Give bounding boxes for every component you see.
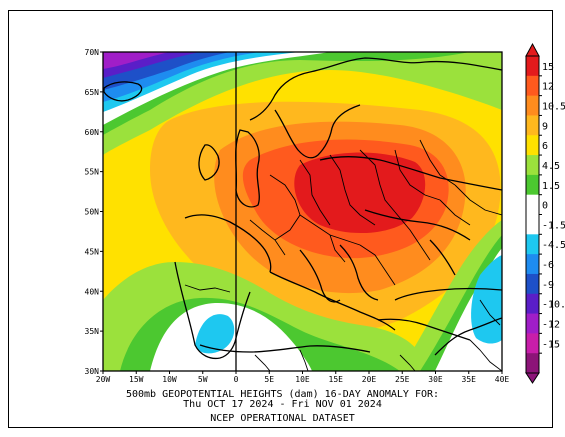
- colorbar-swatch: [526, 75, 539, 97]
- x-tick-label: 5W: [198, 375, 208, 384]
- y-tick-label: 40N: [85, 287, 100, 296]
- y-tick-label: 70N: [85, 48, 100, 57]
- colorbar-swatch: [526, 174, 539, 196]
- colorbar-label: -1.5: [542, 220, 565, 231]
- colorbar-label: 1.5: [542, 181, 560, 192]
- x-tick-label: 30E: [428, 375, 443, 384]
- x-tick-label: 15W: [129, 375, 144, 384]
- colorbar-label: 12: [542, 82, 554, 93]
- colorbar-label: -4.5: [542, 240, 565, 251]
- coastlines: [103, 57, 502, 360]
- colorbar-swatch: [526, 56, 539, 77]
- x-tick-label: 0: [234, 375, 239, 384]
- colorbar-swatch: [526, 115, 539, 136]
- y-axis-ticks: 70N 65N 60N 55N 50N 45N 40N 35N 30N: [85, 48, 103, 376]
- x-tick-label: 25E: [395, 375, 410, 384]
- colorbar-swatch: [526, 194, 539, 215]
- colorbar-swatch: [526, 95, 539, 116]
- colorbar-swatch: [526, 293, 539, 315]
- colorbar-swatch: [526, 155, 539, 176]
- x-tick-label: 35E: [462, 375, 477, 384]
- x-tick-label: 20E: [362, 375, 377, 384]
- y-tick-label: 50N: [85, 208, 100, 217]
- field-pos7: [294, 152, 426, 234]
- colorbar-label: 4.5: [542, 161, 560, 172]
- y-tick-label: 35N: [85, 327, 100, 336]
- y-tick-label: 55N: [85, 168, 100, 177]
- colorbar-label: -10.: [542, 300, 565, 311]
- figure-frame: [8, 10, 553, 428]
- colorbar-swatch: [526, 333, 539, 354]
- colorbar-swatch: [526, 353, 539, 374]
- colorbar-swatch: [526, 214, 539, 235]
- colorbar-label: 6: [542, 141, 548, 152]
- borders: [184, 139, 502, 371]
- colorbar-swatch: [526, 273, 539, 295]
- colorbar-label: 15: [542, 62, 554, 73]
- colorbar-swatch: [526, 254, 539, 275]
- colorbar-swatch: [526, 313, 539, 334]
- contour-fields: [103, 52, 502, 371]
- colorbar-label: -6: [542, 260, 554, 271]
- x-tick-label: 40E: [495, 375, 510, 384]
- x-tick-label: 10W: [162, 375, 177, 384]
- colorbar-label: 0: [542, 201, 548, 212]
- x-tick-label: 15E: [329, 375, 344, 384]
- caption-line-1: 500mb GEOPOTENTIAL HEIGHTS (dam) 16-DAY …: [125, 389, 440, 400]
- colorbar-top-arrow: [525, 42, 540, 57]
- colorbar-label: -9: [542, 280, 554, 291]
- colorbar-label: 9: [542, 121, 548, 132]
- y-tick-label: 45N: [85, 247, 100, 256]
- colorbar-label: 10.5: [542, 102, 565, 113]
- colorbar-swatch: [526, 135, 539, 156]
- caption-line-3: NCEP OPERATIONAL DATASET: [210, 413, 355, 424]
- x-axis-ticks: 20W 15W 10W 5W 0 5E 10E 15E 20E 25E 30E 35E 40E: [96, 371, 510, 384]
- x-tick-label: 10E: [295, 375, 310, 384]
- colorbar: 15 12 10.5 9 6 4.5 1.5 0 -1.5 -4.5 -6 -9 -10. -12 -15: [525, 42, 565, 384]
- field-sw-cyan: [195, 314, 235, 354]
- colorbar-swatch: [526, 234, 539, 255]
- x-tick-label: 5E: [264, 375, 274, 384]
- y-tick-label: 65N: [85, 88, 100, 97]
- caption-line-2: Thu OCT 17 2024 - Fri NOV 01 2024: [183, 399, 382, 410]
- colorbar-label: -15: [542, 339, 560, 350]
- y-tick-label: 30N: [85, 367, 100, 376]
- colorbar-bottom-arrow: [525, 372, 540, 384]
- field-north-purple: [103, 52, 170, 69]
- colorbar-label: -12: [542, 319, 560, 330]
- y-tick-label: 60N: [85, 128, 100, 137]
- x-tick-label: 20W: [96, 375, 111, 384]
